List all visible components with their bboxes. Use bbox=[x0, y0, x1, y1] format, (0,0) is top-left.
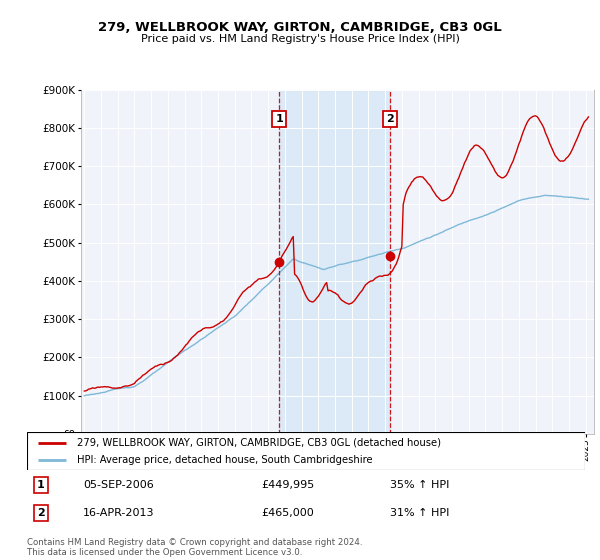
Text: 2: 2 bbox=[386, 114, 394, 124]
Text: 35% ↑ HPI: 35% ↑ HPI bbox=[390, 480, 449, 490]
Text: 05-SEP-2006: 05-SEP-2006 bbox=[83, 480, 154, 490]
Text: £449,995: £449,995 bbox=[262, 480, 314, 490]
Text: £465,000: £465,000 bbox=[262, 508, 314, 518]
Text: 1: 1 bbox=[275, 114, 283, 124]
Text: 31% ↑ HPI: 31% ↑ HPI bbox=[390, 508, 449, 518]
Text: 16-APR-2013: 16-APR-2013 bbox=[83, 508, 154, 518]
Text: HPI: Average price, detached house, South Cambridgeshire: HPI: Average price, detached house, Sout… bbox=[77, 455, 373, 465]
Text: Price paid vs. HM Land Registry's House Price Index (HPI): Price paid vs. HM Land Registry's House … bbox=[140, 34, 460, 44]
Text: 1: 1 bbox=[37, 480, 45, 490]
Text: Contains HM Land Registry data © Crown copyright and database right 2024.
This d: Contains HM Land Registry data © Crown c… bbox=[27, 538, 362, 557]
Bar bbox=[280, 90, 390, 434]
Text: 2: 2 bbox=[37, 508, 45, 518]
Text: 279, WELLBROOK WAY, GIRTON, CAMBRIDGE, CB3 0GL: 279, WELLBROOK WAY, GIRTON, CAMBRIDGE, C… bbox=[98, 21, 502, 34]
Text: 279, WELLBROOK WAY, GIRTON, CAMBRIDGE, CB3 0GL (detached house): 279, WELLBROOK WAY, GIRTON, CAMBRIDGE, C… bbox=[77, 437, 441, 447]
